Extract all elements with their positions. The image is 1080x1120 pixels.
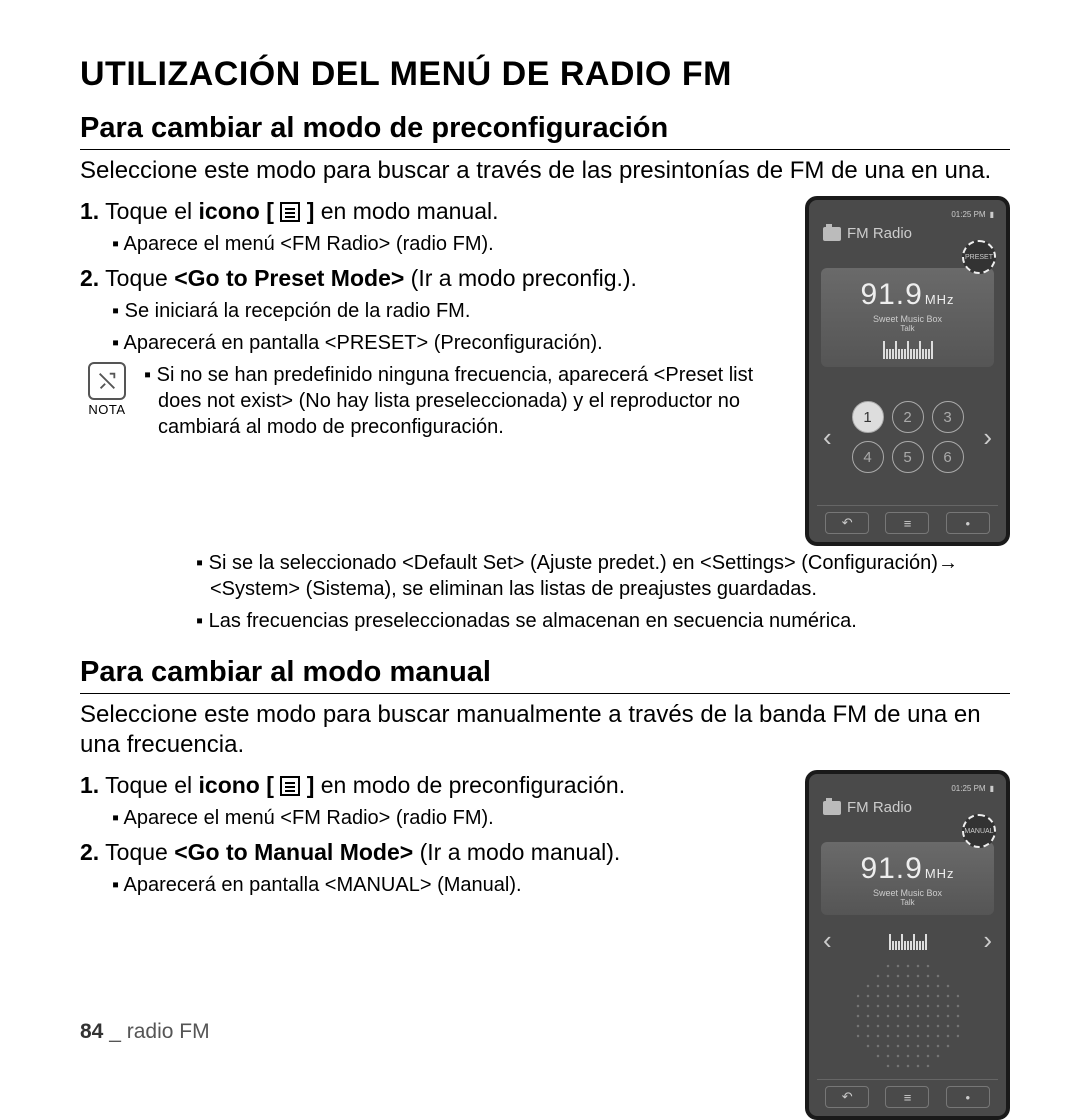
page-title: UTILIZACIÓN DEL MENÚ DE RADIO FM xyxy=(80,55,1010,94)
preset-2[interactable]: 2 xyxy=(892,401,924,433)
device-title: FM Radio xyxy=(847,799,912,816)
section1-text: 1. Toque el icono [ ] en modo manual. Ap… xyxy=(80,196,787,546)
s2-step-2: 2. Toque <Go to Manual Mode> (Ir a modo … xyxy=(80,837,787,868)
section2-intro: Seleccione este modo para buscar manualm… xyxy=(80,700,1010,760)
frequency-panel: 91.9MHz Sweet Music Box Talk xyxy=(821,268,994,367)
note-2: Si se la seleccionado <Default Set> (Aju… xyxy=(80,550,1010,602)
device-preset: 01:25 PM▮ FM Radio PRESET 91.9MHz Sweet … xyxy=(805,196,1010,546)
prev-arrow[interactable]: ‹ xyxy=(823,925,832,956)
menu-button[interactable]: ≡ xyxy=(885,512,929,534)
note-label: NOTA xyxy=(80,402,134,417)
menu-icon xyxy=(280,776,300,796)
preset-3[interactable]: 3 xyxy=(932,401,964,433)
s2-step-1: 1. Toque el icono [ ] en modo de preconf… xyxy=(80,770,787,801)
sub-2a: Se iniciará la recepción de la radio FM. xyxy=(80,298,787,324)
step-2: 2. Toque <Go to Preset Mode> (Ir a modo … xyxy=(80,263,787,294)
sub-2b: Aparecerá en pantalla <PRESET> (Preconfi… xyxy=(80,330,787,356)
prev-arrow[interactable]: ‹ xyxy=(823,422,832,453)
s2-sub-1: Aparece el menú <FM Radio> (radio FM). xyxy=(80,805,787,831)
notes-wide: Si se la seleccionado <Default Set> (Aju… xyxy=(80,550,1010,634)
note-3: Las frecuencias preseleccionadas se alma… xyxy=(80,608,1010,634)
menu-icon xyxy=(280,202,300,222)
step-1: 1. Toque el icono [ ] en modo manual. xyxy=(80,196,787,227)
device-title: FM Radio xyxy=(847,225,912,242)
mode-badge-manual[interactable]: MANUAL xyxy=(962,814,996,848)
note-icon xyxy=(88,362,126,400)
radio-icon xyxy=(823,801,841,815)
preset-grid: 1 2 3 4 5 6 xyxy=(852,401,964,473)
preset-6[interactable]: 6 xyxy=(932,441,964,473)
more-button[interactable]: • xyxy=(946,512,990,534)
section1-heading: Para cambiar al modo de preconfiguración xyxy=(80,112,1010,150)
footer: 84 _ radio FM xyxy=(80,1020,210,1044)
sub-1-1: Aparece el menú <FM Radio> (radio FM). xyxy=(80,231,787,257)
back-button[interactable]: ↶ xyxy=(825,1086,869,1108)
section2-text: 1. Toque el icono [ ] en modo de preconf… xyxy=(80,770,787,1120)
section1-intro: Seleccione este modo para buscar a travé… xyxy=(80,156,1010,186)
back-button[interactable]: ↶ xyxy=(825,512,869,534)
preset-1[interactable]: 1 xyxy=(852,401,884,433)
note-1: Si no se han predefinido ninguna frecuen… xyxy=(144,362,787,440)
next-arrow[interactable]: › xyxy=(983,422,992,453)
next-arrow[interactable]: › xyxy=(983,925,992,956)
section2-heading: Para cambiar al modo manual xyxy=(80,656,1010,694)
more-button[interactable]: • xyxy=(946,1086,990,1108)
mode-badge-preset[interactable]: PRESET xyxy=(962,240,996,274)
device-manual: 01:25 PM▮ FM Radio MANUAL 91.9MHz Sweet … xyxy=(805,770,1010,1120)
preset-4[interactable]: 4 xyxy=(852,441,884,473)
menu-button[interactable]: ≡ xyxy=(885,1086,929,1108)
s2-sub-2: Aparecerá en pantalla <MANUAL> (Manual). xyxy=(80,872,787,898)
note-block: NOTA Si no se han predefinido ninguna fr… xyxy=(80,362,787,446)
tuning-dial[interactable] xyxy=(853,961,963,1071)
preset-5[interactable]: 5 xyxy=(892,441,924,473)
radio-icon xyxy=(823,227,841,241)
frequency-panel: 91.9MHz Sweet Music Box Talk xyxy=(821,842,994,915)
